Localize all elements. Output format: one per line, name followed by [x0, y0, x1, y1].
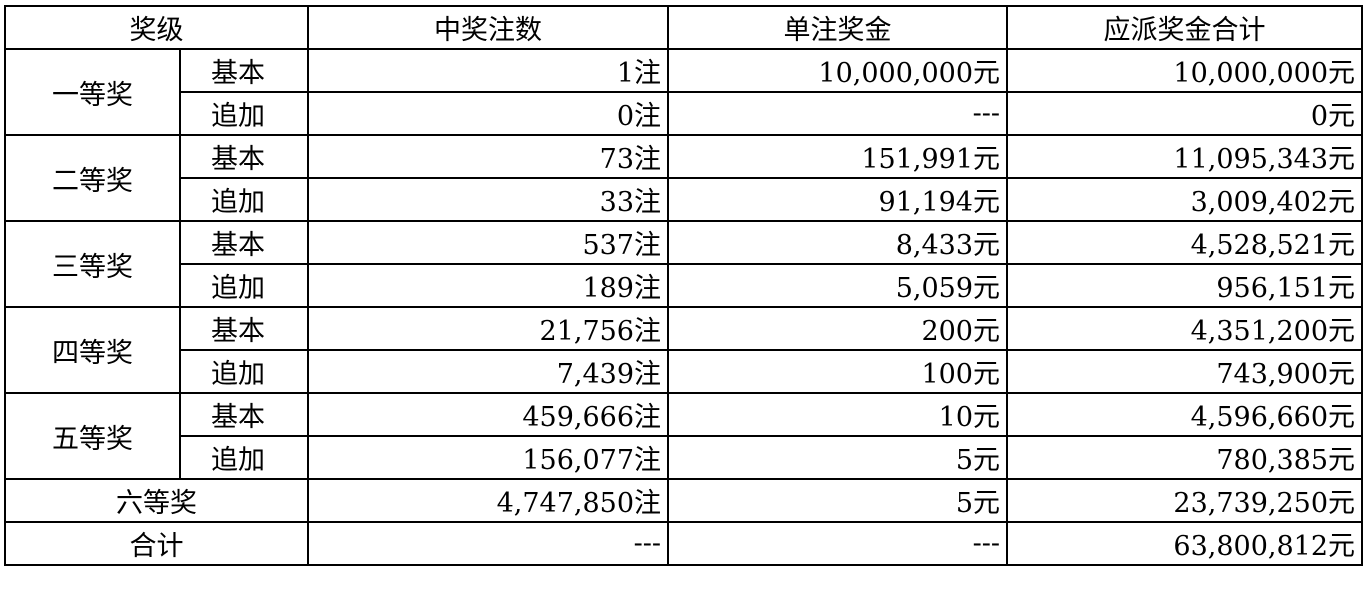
unit-prize: 10,000,000元	[667, 48, 1008, 93]
tier-name: 二等奖	[4, 134, 181, 222]
header-level: 奖级	[4, 5, 309, 50]
win-count: ---	[307, 521, 669, 566]
unit-prize: 10元	[667, 392, 1008, 437]
table-row: 追加 189注 5,059元 956,151元	[5, 263, 1363, 308]
total-prize: 63,800,812元	[1006, 521, 1363, 566]
bet-type: 基本	[179, 392, 309, 437]
unit-prize: 200元	[667, 306, 1008, 351]
win-count: 4,747,850注	[307, 478, 669, 523]
unit-prize: 5元	[667, 435, 1008, 480]
bet-type: 基本	[179, 48, 309, 93]
table-row: 三等奖 基本 537注 8,433元 4,528,521元	[4, 220, 1363, 308]
unit-prize: 8,433元	[667, 220, 1008, 265]
header-prize: 单注奖金	[667, 5, 1008, 50]
bet-type: 追加	[179, 177, 309, 222]
total-row: 合计 --- --- 63,800,812元	[4, 521, 1363, 566]
unit-prize: 100元	[667, 349, 1008, 394]
total-prize: 956,151元	[1006, 263, 1363, 308]
table-row: 追加 7,439注 100元 743,900元	[5, 349, 1363, 394]
tier-name: 六等奖	[4, 478, 309, 523]
win-count: 21,756注	[307, 306, 669, 351]
win-count: 1注	[307, 48, 669, 93]
tier-name: 三等奖	[4, 220, 181, 308]
header-row: 奖级 中奖注数 单注奖金 应派奖金合计	[4, 5, 1363, 50]
total-prize: 780,385元	[1006, 435, 1363, 480]
table-row: 追加 33注 91,194元 3,009,402元	[5, 177, 1363, 222]
bet-type: 基本	[179, 134, 309, 179]
table-row: 四等奖 基本 21,756注 200元 4,351,200元	[4, 306, 1363, 394]
unit-prize: ---	[667, 91, 1008, 136]
header-total: 应派奖金合计	[1006, 5, 1363, 50]
total-prize: 4,596,660元	[1006, 392, 1363, 437]
table-row: 六等奖 4,747,850注 5元 23,739,250元	[4, 478, 1363, 523]
header-count: 中奖注数	[307, 5, 669, 50]
total-prize: 0元	[1006, 91, 1363, 136]
table-row: 五等奖 基本 459,666注 10元 4,596,660元	[4, 392, 1363, 480]
bet-type: 追加	[179, 91, 309, 136]
total-prize: 10,000,000元	[1006, 48, 1363, 93]
bet-type: 基本	[179, 220, 309, 265]
total-prize: 4,351,200元	[1006, 306, 1363, 351]
win-count: 0注	[307, 91, 669, 136]
win-count: 7,439注	[307, 349, 669, 394]
table-row: 追加 156,077注 5元 780,385元	[5, 435, 1363, 480]
prize-table: 奖级 中奖注数 单注奖金 应派奖金合计 一等奖 基本 1注 10,000,000元 10…	[4, 5, 1363, 566]
unit-prize: 5元	[667, 478, 1008, 523]
win-count: 537注	[307, 220, 669, 265]
table-row: 追加 0注 --- 0元	[5, 91, 1363, 136]
win-count: 459,666注	[307, 392, 669, 437]
tier-name: 五等奖	[4, 392, 181, 480]
win-count: 189注	[307, 263, 669, 308]
unit-prize: 91,194元	[667, 177, 1008, 222]
total-prize: 743,900元	[1006, 349, 1363, 394]
total-prize: 11,095,343元	[1006, 134, 1363, 179]
win-count: 33注	[307, 177, 669, 222]
tier-name: 合计	[4, 521, 309, 566]
total-prize: 3,009,402元	[1006, 177, 1363, 222]
table-row: 二等奖 基本 73注 151,991元 11,095,343元	[4, 134, 1363, 222]
unit-prize: ---	[667, 521, 1008, 566]
win-count: 73注	[307, 134, 669, 179]
bet-type: 追加	[179, 263, 309, 308]
unit-prize: 151,991元	[667, 134, 1008, 179]
bet-type: 追加	[179, 349, 309, 394]
tier-name: 四等奖	[4, 306, 181, 394]
table-row: 一等奖 基本 1注 10,000,000元 10,000,000元	[4, 48, 1363, 136]
unit-prize: 5,059元	[667, 263, 1008, 308]
total-prize: 23,739,250元	[1006, 478, 1363, 523]
tier-name: 一等奖	[4, 48, 181, 136]
total-prize: 4,528,521元	[1006, 220, 1363, 265]
win-count: 156,077注	[307, 435, 669, 480]
bet-type: 基本	[179, 306, 309, 351]
bet-type: 追加	[179, 435, 309, 480]
